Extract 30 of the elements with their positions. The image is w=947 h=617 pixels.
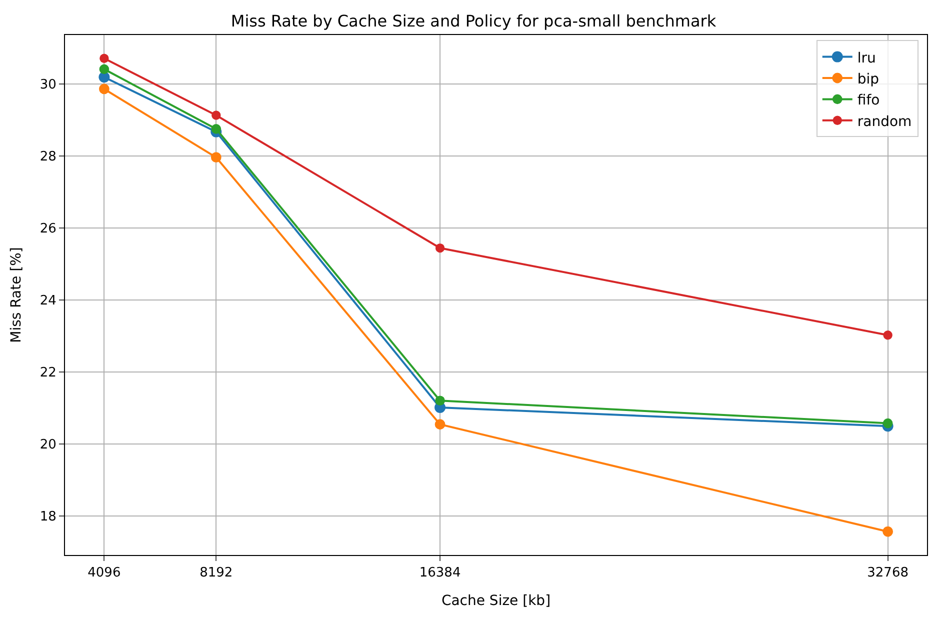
y-tick-label: 28 — [40, 149, 56, 164]
legend-label: lru — [857, 50, 876, 66]
x-tick-label: 32768 — [867, 566, 908, 581]
point — [882, 526, 894, 537]
point — [435, 396, 445, 406]
x-axis-title: Cache Size [kb] — [441, 592, 551, 609]
point — [210, 152, 222, 163]
chart-title: Miss Rate by Cache Size and Policy for pca-small benchmark — [230, 12, 717, 31]
point — [211, 124, 222, 134]
point — [100, 54, 109, 63]
legend-label: bip — [857, 71, 880, 88]
point — [99, 64, 110, 74]
legend-label: fifo — [857, 92, 880, 109]
point — [212, 110, 221, 120]
point — [435, 243, 445, 253]
x-tick-label: 16384 — [419, 566, 461, 581]
point — [434, 419, 446, 430]
y-tick-label: 22 — [40, 365, 56, 380]
y-tick-label: 24 — [40, 293, 56, 308]
point — [882, 418, 893, 428]
y-tick-label: 18 — [40, 509, 56, 524]
y-tick-label: 30 — [40, 77, 56, 92]
legend-label: random — [857, 114, 912, 130]
y-tick-label: 26 — [40, 221, 56, 236]
point — [883, 330, 892, 340]
point — [98, 84, 110, 94]
y-axis-title: Miss Rate [%] — [8, 247, 24, 343]
x-tick-label: 4096 — [88, 566, 121, 581]
y-tick-label: 20 — [40, 437, 56, 452]
x-tick-label: 8192 — [200, 566, 233, 581]
